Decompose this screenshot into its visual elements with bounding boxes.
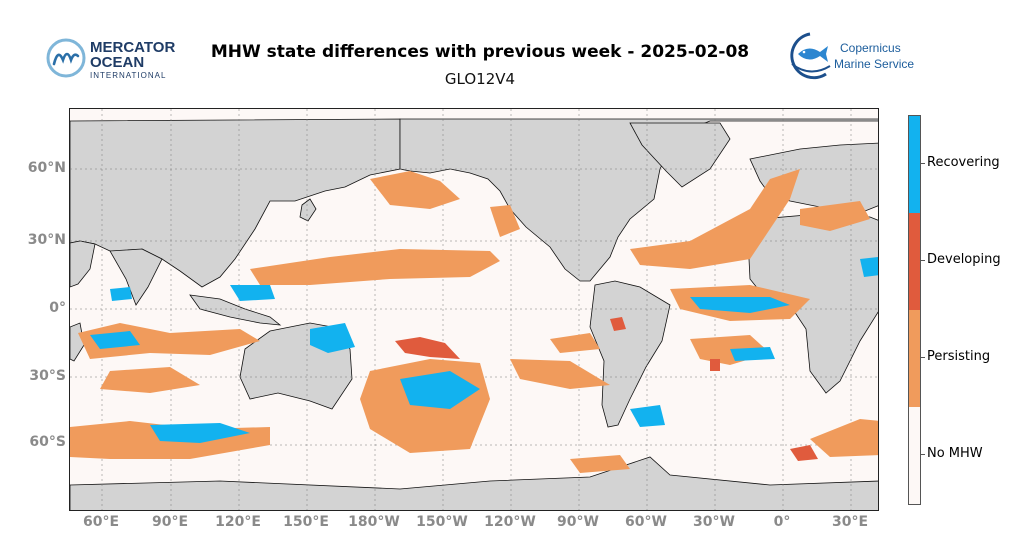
lon-label-60e: 60°E: [82, 514, 120, 530]
antarctica-landmass: [70, 456, 878, 510]
japan-landmass: [299, 198, 317, 222]
legend-label-recovering: Recovering: [927, 155, 1000, 170]
chart-subtitle: GLO12V4: [444, 70, 516, 88]
lat-label-30n: 30°N: [27, 232, 66, 248]
logo-copernicus: Copernicus: [840, 41, 901, 55]
legend-swatch-recovering: [909, 116, 920, 213]
chart-title: MHW state differences with previous week…: [210, 42, 750, 62]
lon-label-150e: 150°E: [283, 514, 329, 530]
legend-swatch-no-mhw: [909, 407, 920, 504]
asia-landmass: [70, 118, 401, 288]
lon-label-30w: 30°W: [693, 514, 735, 530]
land-layer: [70, 118, 878, 510]
lon-label-120w: 120°W: [484, 514, 536, 530]
logo-line1: MERCATOR: [90, 39, 175, 56]
logo-line2: OCEAN: [90, 54, 144, 71]
logo-line3: INTERNATIONAL: [90, 71, 166, 80]
legend-label-developing: Developing: [927, 252, 1001, 267]
legend-colorbar: [908, 115, 921, 505]
copernicus-logo: Copernicus Marine Service: [782, 28, 932, 84]
lon-label-180w: 180°W: [348, 514, 400, 530]
lon-label-150w: 150°W: [416, 514, 468, 530]
lat-label-60n: 60°N: [27, 160, 66, 176]
legend-label-persisting: Persisting: [927, 349, 991, 364]
legend-swatch-persisting: [909, 310, 920, 407]
developing-areas: [395, 317, 818, 461]
heatwave-map: [69, 108, 879, 511]
legend-label-no-mhw: No MHW: [927, 446, 983, 461]
greenland-landmass: [629, 122, 731, 188]
mercator-m-icon: [46, 38, 86, 78]
legend-swatch-developing: [909, 213, 920, 310]
mercator-ocean-logo: MERCATOR OCEAN INTERNATIONAL: [44, 36, 194, 82]
fish-globe-icon: [790, 32, 831, 80]
lon-label-90e: 90°E: [151, 514, 189, 530]
indonesia-landmass: [189, 294, 282, 326]
logo-marine-service: Marine Service: [834, 57, 914, 71]
lon-label-30e: 30°E: [831, 514, 869, 530]
lat-label-60s: 60°S: [29, 434, 66, 450]
africa-landmass: [747, 212, 878, 394]
south-america-landmass: [589, 280, 671, 428]
lon-label-120e: 120°E: [215, 514, 261, 530]
recovering-areas: [90, 257, 878, 443]
lat-label-0: 0°: [49, 300, 66, 316]
lon-label-60w: 60°W: [625, 514, 667, 530]
lon-label-90w: 90°W: [557, 514, 599, 530]
lat-label-30s: 30°S: [29, 368, 66, 384]
india-landmass: [109, 248, 163, 306]
lon-label-0: 0°: [773, 514, 791, 530]
